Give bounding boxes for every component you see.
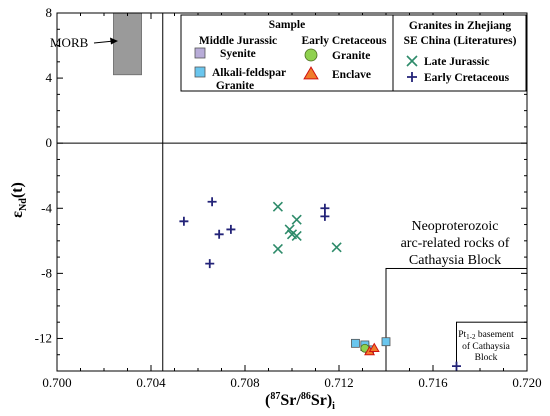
legend-box — [180, 14, 527, 92]
point-late-jurassic — [272, 201, 283, 212]
morb-arrow-head — [110, 37, 118, 45]
point-alkali-feldspar-granite — [381, 337, 391, 347]
basement-region-label-line: Pt1-2 basement — [458, 330, 514, 341]
x-axis-sup-86: 86 — [301, 391, 311, 402]
x-axis-title: (87Sr/86Sr)i — [265, 391, 335, 412]
point-early-cretaceous — [214, 229, 224, 239]
x-tick-label: 0.708 — [230, 375, 259, 390]
legend-early-cretaceous-marker — [407, 72, 417, 82]
x-tick-label: 0.720 — [512, 375, 541, 390]
point-enclave — [368, 342, 380, 352]
y-axis-title: εNd(t) — [9, 182, 29, 218]
legend-alkali-feldspar-granite-label: Alkali-feldspar — [212, 67, 286, 79]
legend-sample-box — [180, 14, 394, 92]
point-late-jurassic — [331, 242, 342, 253]
basement-region-label-line: Block — [475, 353, 498, 363]
legend-sample-header: Sample — [269, 19, 305, 31]
point-early-cretaceous — [207, 197, 217, 207]
y-tick-label: 4 — [46, 70, 53, 85]
legend-syenite-marker — [194, 47, 206, 59]
point-early-cretaceous — [452, 361, 461, 371]
arc-region-label-line: Neoproterozoic — [411, 219, 498, 234]
y-tick-label: 8 — [46, 5, 53, 20]
y-tick-label: 0 — [46, 135, 53, 150]
x-axis-sub-i: i — [332, 401, 335, 412]
legend-enclave-label: Enclave — [332, 69, 371, 81]
legend-syenite-label: Syenite — [220, 48, 256, 60]
legend-late-jurassic-marker — [406, 55, 418, 67]
point-early-cretaceous — [320, 211, 330, 221]
x-tick-label: 0.716 — [418, 375, 448, 390]
legend-granite-label: Granite — [332, 50, 370, 62]
x-axis-sup-87: 87 — [270, 391, 280, 402]
y-tick-label: -8 — [41, 265, 52, 280]
basement-region-label-line: of Cathaysia — [462, 341, 511, 352]
x-tick-label: 0.700 — [42, 375, 71, 390]
arc-region-label-line: Cathaysia Block — [409, 253, 501, 268]
point-early-cretaceous — [226, 224, 236, 234]
legend-early-cretaceous-header: Early Cretaceous — [301, 35, 387, 47]
point-early-cretaceous — [179, 216, 189, 226]
point-late-jurassic — [272, 243, 283, 255]
point-alkali-feldspar-granite — [351, 338, 360, 348]
legend-granite-marker — [304, 48, 318, 62]
axes-layer: 0.700 0.704 0.708 0.712 0.716 0.720 8 4 0 -4 -8 -12 — [35, 5, 542, 390]
x-tick-label: 0.704 — [136, 375, 166, 390]
legend-literature-header: SE China (Literatures) — [404, 35, 517, 47]
morb-box — [113, 12, 142, 76]
y-axis-sub-nd: Nd — [18, 198, 29, 211]
legend-middle-jurassic-header: Middle Jurassic — [199, 35, 277, 47]
legend-early-cretaceous-label: Early Cretaceous — [424, 72, 510, 84]
point-late-jurassic — [291, 230, 302, 242]
point-early-cretaceous — [205, 259, 215, 269]
legend-alkali-feldspar-granite-label: Granite — [216, 80, 254, 92]
y-tick-label: -4 — [41, 200, 52, 215]
morb-label: MORB — [50, 35, 89, 50]
point-early-cretaceous — [320, 203, 330, 213]
point-late-jurassic — [291, 214, 302, 225]
x-tick-label: 0.712 — [324, 375, 353, 390]
y-tick-label: -12 — [35, 330, 52, 345]
marks-layer — [179, 197, 461, 371]
legend-alkali-feldspar-granite-marker — [194, 66, 206, 78]
legend-enclave-marker — [303, 66, 319, 80]
legend: Sample Middle Jurassic Early Cretaceous Gra… — [180, 14, 527, 92]
arc-region-label-line: arc-related rocks of — [401, 236, 510, 251]
legend-literature-header: Granites in Zhejiang — [409, 20, 511, 32]
legend-late-jurassic-label: Late Jurassic — [424, 56, 489, 68]
